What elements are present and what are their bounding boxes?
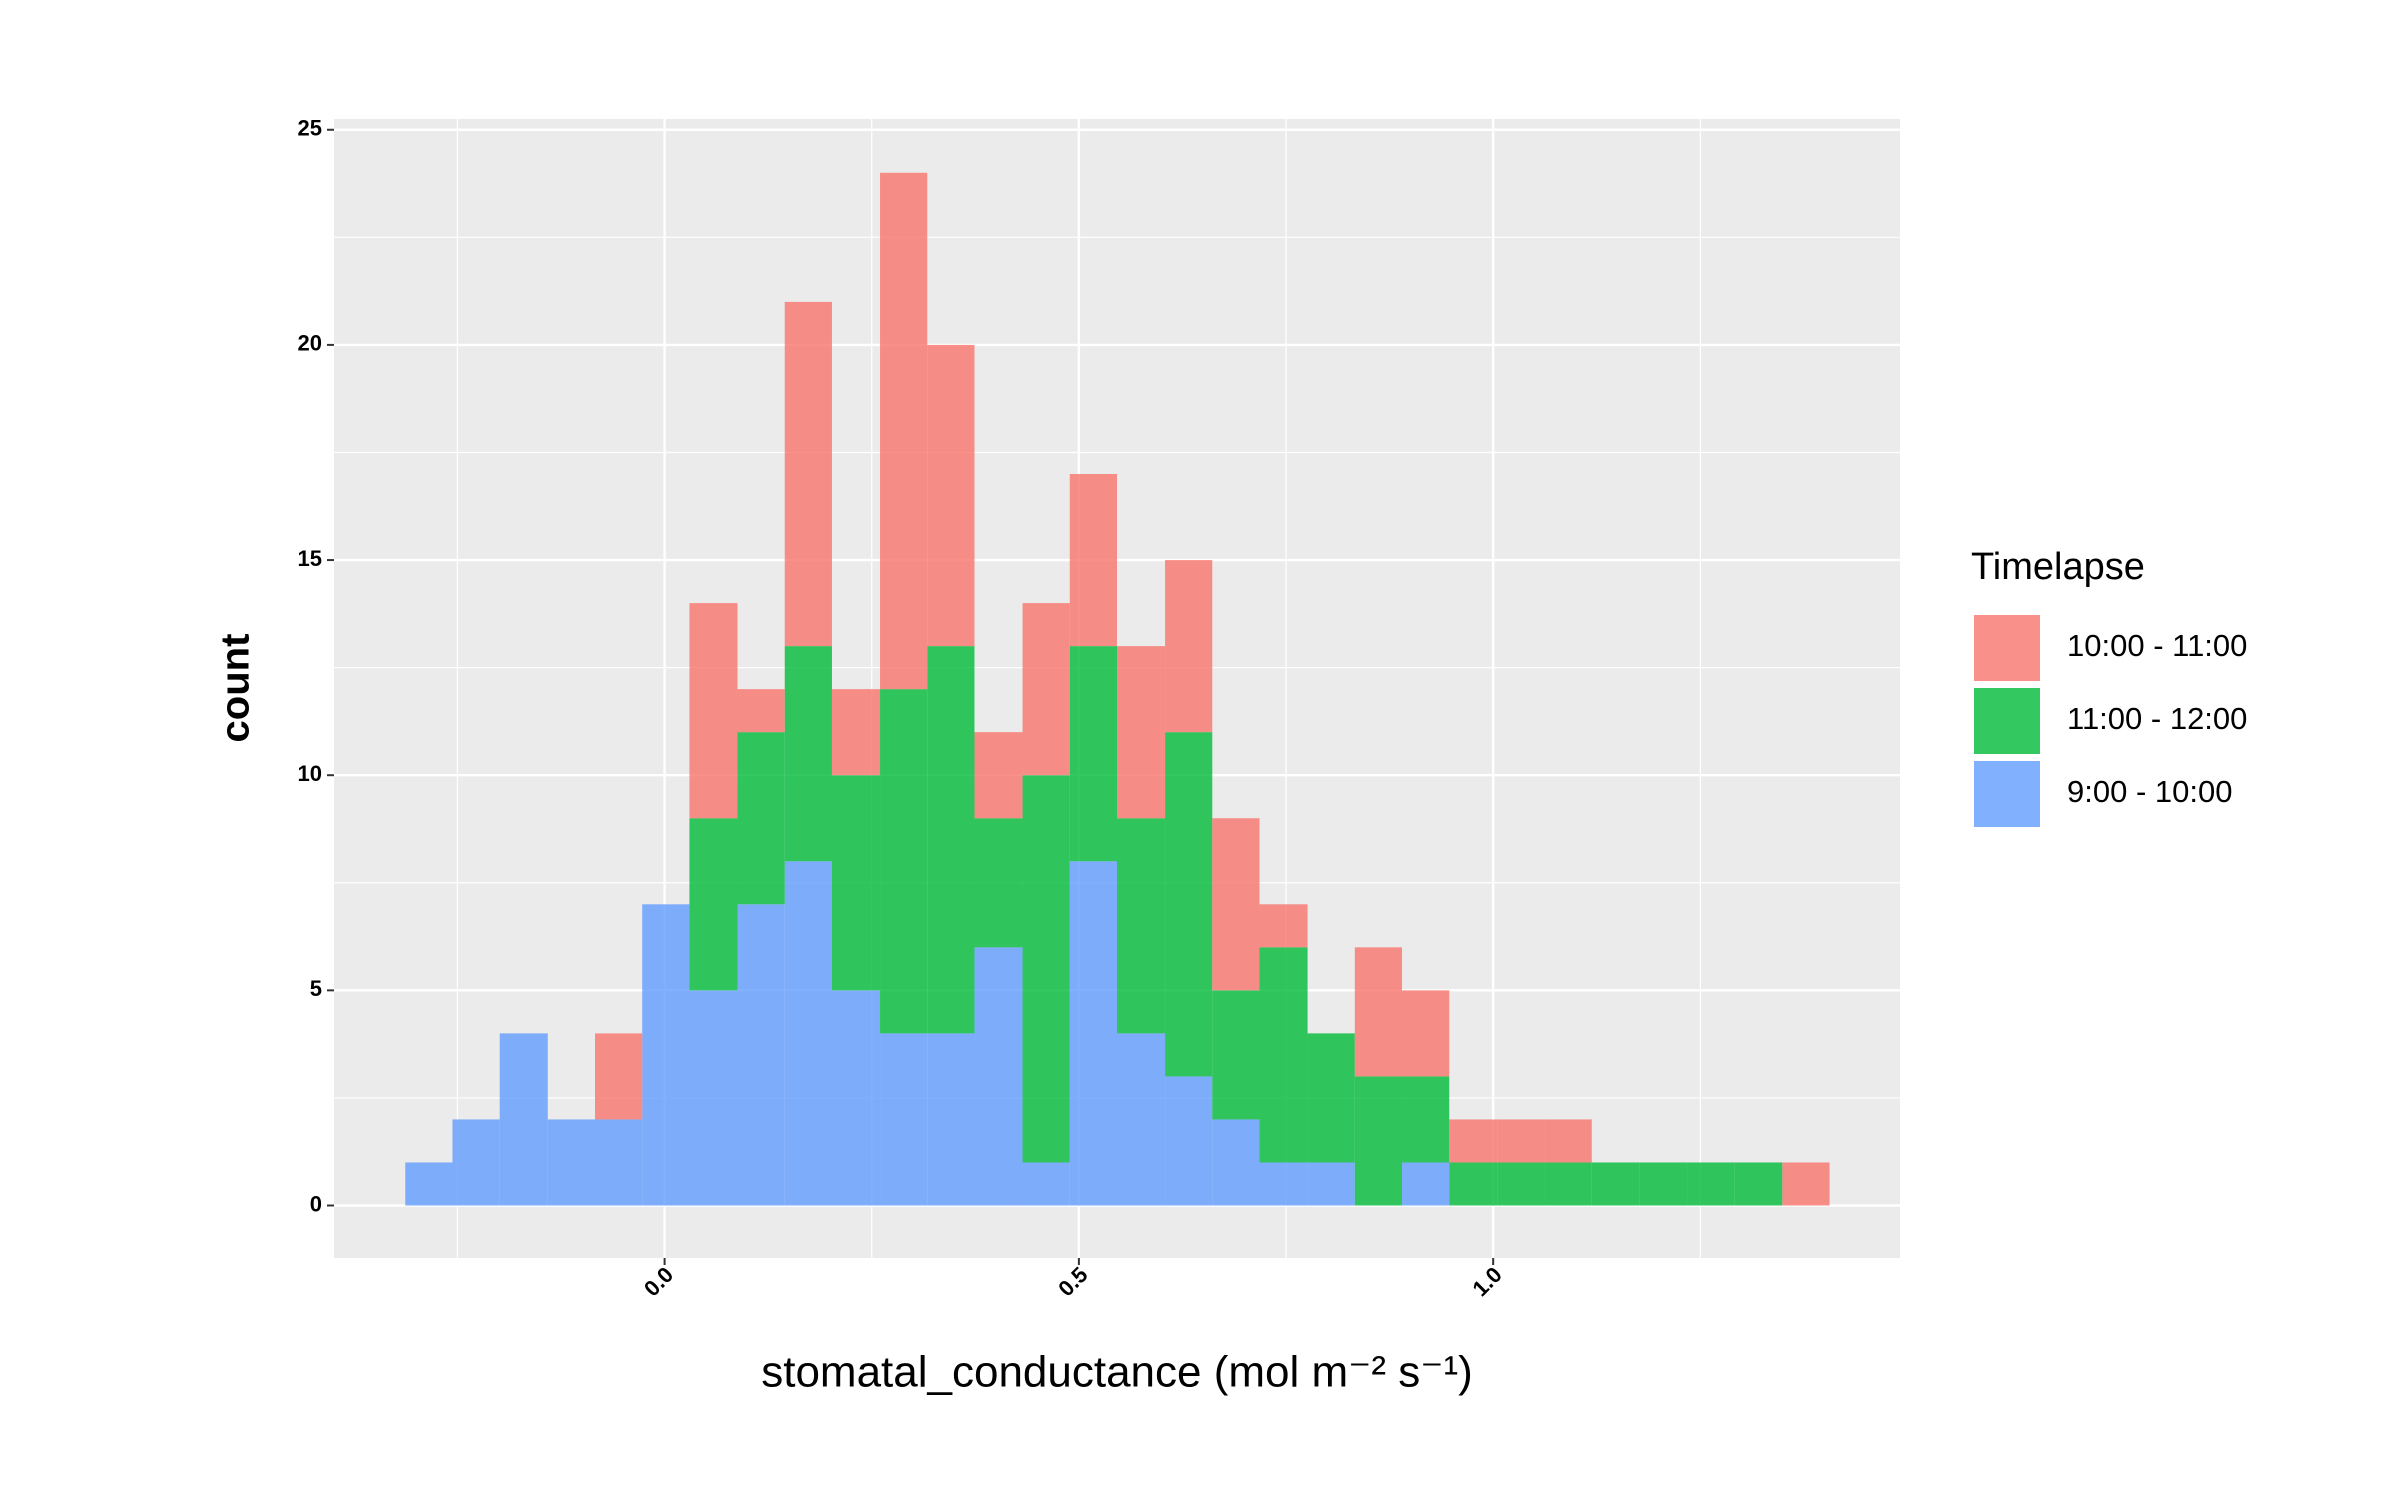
bar xyxy=(1402,1162,1450,1206)
bar xyxy=(1544,1119,1592,1163)
legend-label: 10:00 - 11:00 xyxy=(2067,628,2247,663)
bar xyxy=(927,1033,975,1206)
bar xyxy=(927,646,975,1034)
bar xyxy=(1069,861,1117,1206)
bar xyxy=(1687,1162,1735,1206)
bar xyxy=(1497,1119,1545,1163)
bar xyxy=(1307,1033,1355,1163)
y-tick-label: 20 xyxy=(298,331,322,356)
y-tick-label: 25 xyxy=(298,116,322,141)
bar xyxy=(737,689,785,733)
bar xyxy=(1069,646,1117,862)
bar xyxy=(1212,1119,1260,1206)
bar xyxy=(1734,1162,1783,1206)
bar xyxy=(880,689,928,1034)
bar xyxy=(1639,1162,1688,1206)
bar xyxy=(405,1162,453,1206)
bar xyxy=(974,818,1023,948)
bar xyxy=(831,689,881,776)
bar xyxy=(1022,775,1070,1163)
bar xyxy=(1165,1076,1213,1206)
bar xyxy=(1354,947,1403,1077)
bar xyxy=(1449,1119,1498,1163)
bar xyxy=(880,172,928,690)
bar xyxy=(1402,1076,1450,1163)
bar xyxy=(1259,947,1308,1163)
bar xyxy=(1117,1033,1166,1206)
bar xyxy=(880,1033,928,1206)
bar xyxy=(784,861,832,1206)
bar xyxy=(1449,1162,1498,1206)
x-axis-title: stomatal_conductance (mol m⁻² s⁻¹) xyxy=(761,1348,1473,1397)
bar xyxy=(1117,818,1166,1034)
bar xyxy=(1782,1162,1830,1206)
legend-label: 11:00 - 12:00 xyxy=(2067,701,2247,736)
bar xyxy=(1117,646,1166,819)
x-tick-label: 0.5 xyxy=(1053,1262,1092,1301)
bar xyxy=(974,732,1023,819)
bar xyxy=(1022,603,1070,776)
bar xyxy=(737,904,785,1206)
legend-label: 9:00 - 10:00 xyxy=(2067,774,2232,809)
legend-key xyxy=(1972,686,2042,756)
y-tick-label: 0 xyxy=(310,1191,322,1216)
bar xyxy=(642,904,690,1206)
y-tick-label: 15 xyxy=(298,546,322,571)
bar xyxy=(689,990,738,1206)
y-tick-label: 5 xyxy=(310,976,322,1001)
y-tick-label: 10 xyxy=(298,761,322,786)
bar xyxy=(1212,818,1260,991)
bar xyxy=(831,775,881,991)
bar xyxy=(1307,1162,1355,1206)
bar xyxy=(831,990,881,1206)
legend-key xyxy=(1972,613,2042,683)
bar xyxy=(1165,732,1213,1077)
bar xyxy=(1259,904,1308,948)
bar xyxy=(1497,1162,1545,1206)
x-tick-label: 0.0 xyxy=(639,1262,678,1301)
bar xyxy=(1591,1162,1640,1206)
bar xyxy=(927,344,975,647)
bar xyxy=(1165,560,1213,733)
bar xyxy=(595,1033,643,1120)
bar xyxy=(452,1119,500,1206)
y-axis-title: count xyxy=(214,634,258,743)
bar xyxy=(1069,473,1117,647)
bar xyxy=(595,1119,643,1206)
x-tick-label: 1.0 xyxy=(1468,1262,1507,1301)
bar xyxy=(784,646,832,862)
bar xyxy=(1212,990,1260,1120)
bar xyxy=(1544,1162,1592,1206)
bar xyxy=(737,732,785,905)
legend-key xyxy=(1972,759,2042,829)
bar xyxy=(1259,1162,1308,1206)
bar xyxy=(689,818,738,991)
bar xyxy=(1354,1076,1403,1206)
bar xyxy=(784,301,832,647)
bar xyxy=(547,1119,595,1206)
legend-title: Timelapse xyxy=(1971,546,2145,588)
bar xyxy=(1022,1162,1070,1206)
bar xyxy=(974,947,1023,1206)
bar xyxy=(499,1033,548,1206)
bar xyxy=(689,603,738,819)
bar xyxy=(1402,990,1450,1077)
